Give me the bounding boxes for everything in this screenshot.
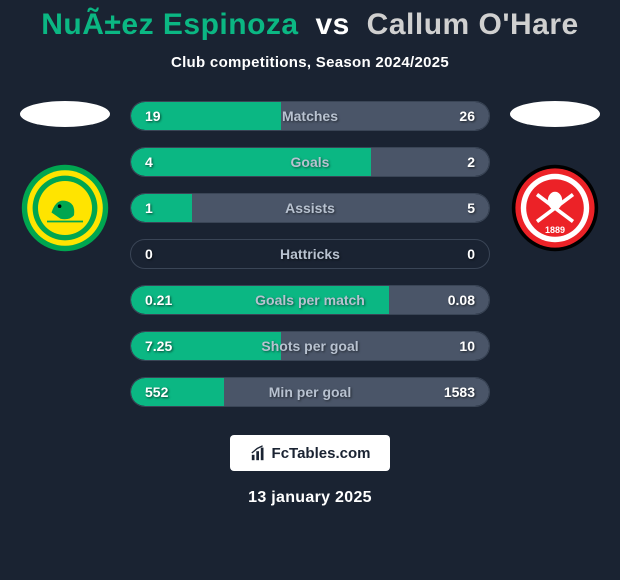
left-value: 4 bbox=[145, 154, 153, 170]
right-value: 0.08 bbox=[448, 292, 475, 308]
stats-area: 1889 19 26 Matches 4 2 Goals 1 5 Assists 0 0 Hattri… bbox=[0, 101, 620, 421]
left-badge-column bbox=[10, 101, 120, 253]
right-bar-fill bbox=[192, 194, 489, 222]
player2-name: Callum O'Hare bbox=[367, 8, 579, 41]
left-value: 0.21 bbox=[145, 292, 172, 308]
left-value: 1 bbox=[145, 200, 153, 216]
competition-subtitle: Club competitions, Season 2024/2025 bbox=[0, 54, 620, 71]
left-value: 7.25 bbox=[145, 338, 172, 354]
stat-bars-container: 19 26 Matches 4 2 Goals 1 5 Assists 0 0 Hattricks 0.… bbox=[130, 101, 490, 423]
right-value: 26 bbox=[459, 108, 475, 124]
stat-row: 7.25 10 Shots per goal bbox=[130, 331, 490, 361]
right-value: 0 bbox=[467, 246, 475, 262]
vs-text: vs bbox=[315, 8, 349, 41]
chart-icon bbox=[250, 444, 268, 462]
left-photo-ellipse bbox=[20, 101, 110, 127]
left-club-badge-icon bbox=[20, 163, 110, 253]
comparison-title: NuÃ±ez Espinoza vs Callum O'Hare bbox=[0, 0, 620, 42]
stat-label: Assists bbox=[285, 200, 335, 216]
right-value: 2 bbox=[467, 154, 475, 170]
stat-row: 0.21 0.08 Goals per match bbox=[130, 285, 490, 315]
right-value: 5 bbox=[467, 200, 475, 216]
right-value: 10 bbox=[459, 338, 475, 354]
logo-text: FcTables.com bbox=[272, 445, 371, 462]
date-text: 13 january 2025 bbox=[0, 489, 620, 507]
stat-label: Shots per goal bbox=[261, 338, 358, 354]
stat-label: Hattricks bbox=[280, 246, 340, 262]
fctables-logo: FcTables.com bbox=[230, 435, 390, 471]
left-bar-fill bbox=[131, 148, 371, 176]
svg-text:1889: 1889 bbox=[545, 225, 565, 235]
stat-label: Matches bbox=[282, 108, 338, 124]
player1-name: NuÃ±ez Espinoza bbox=[41, 8, 298, 41]
stat-row: 1 5 Assists bbox=[130, 193, 490, 223]
stat-label: Min per goal bbox=[269, 384, 351, 400]
stat-row: 19 26 Matches bbox=[130, 101, 490, 131]
stat-label: Goals bbox=[291, 154, 330, 170]
left-value: 19 bbox=[145, 108, 161, 124]
left-value: 552 bbox=[145, 384, 168, 400]
left-bar-fill bbox=[131, 194, 192, 222]
stat-row: 0 0 Hattricks bbox=[130, 239, 490, 269]
right-badge-column: 1889 bbox=[500, 101, 610, 253]
right-club-badge-icon: 1889 bbox=[510, 163, 600, 253]
right-value: 1583 bbox=[444, 384, 475, 400]
stat-row: 552 1583 Min per goal bbox=[130, 377, 490, 407]
stat-row: 4 2 Goals bbox=[130, 147, 490, 177]
stat-label: Goals per match bbox=[255, 292, 365, 308]
left-value: 0 bbox=[145, 246, 153, 262]
right-photo-ellipse bbox=[510, 101, 600, 127]
